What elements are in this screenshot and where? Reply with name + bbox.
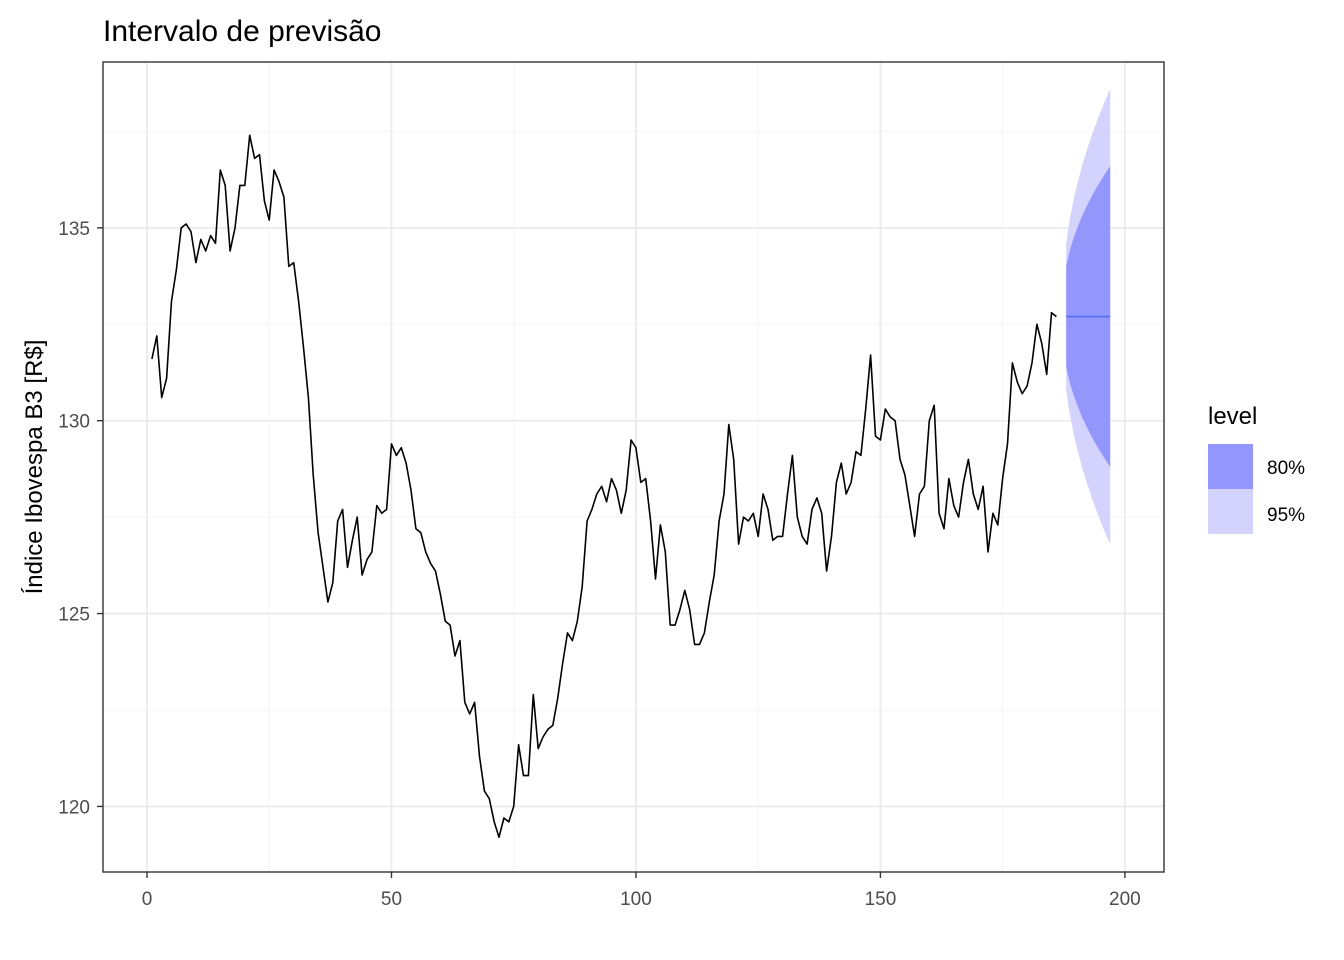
legend: level 80% 95%: [1208, 403, 1305, 534]
y-axis-title: Índice Ibovespa B3 [R$]: [21, 340, 48, 595]
plot-area: [102, 61, 1165, 873]
y-axis: 120 125 130 135: [58, 219, 103, 818]
legend-label-95: 95%: [1267, 505, 1305, 526]
x-tick-label: 150: [865, 889, 897, 910]
y-tick-label: 125: [58, 605, 90, 626]
series-line-ibovespa: [151, 134, 1057, 839]
y-tick-label: 135: [58, 219, 90, 240]
legend-key-80: [1208, 444, 1253, 489]
x-tick-label: 200: [1109, 889, 1141, 910]
legend-key-95: [1208, 489, 1253, 534]
y-tick-label: 130: [58, 412, 90, 433]
legend-label-80: 80%: [1267, 458, 1305, 479]
panel-border: [102, 61, 1165, 873]
x-tick-label: 50: [381, 889, 402, 910]
chart-title: Intervalo de previsão: [103, 15, 382, 48]
legend-title: level: [1208, 403, 1257, 430]
plot-background: [103, 62, 1164, 872]
x-axis: 0 50 100 150 200: [142, 872, 1141, 910]
x-tick-label: 100: [620, 889, 652, 910]
y-tick-label: 120: [58, 797, 90, 818]
x-tick-label: 0: [142, 889, 153, 910]
